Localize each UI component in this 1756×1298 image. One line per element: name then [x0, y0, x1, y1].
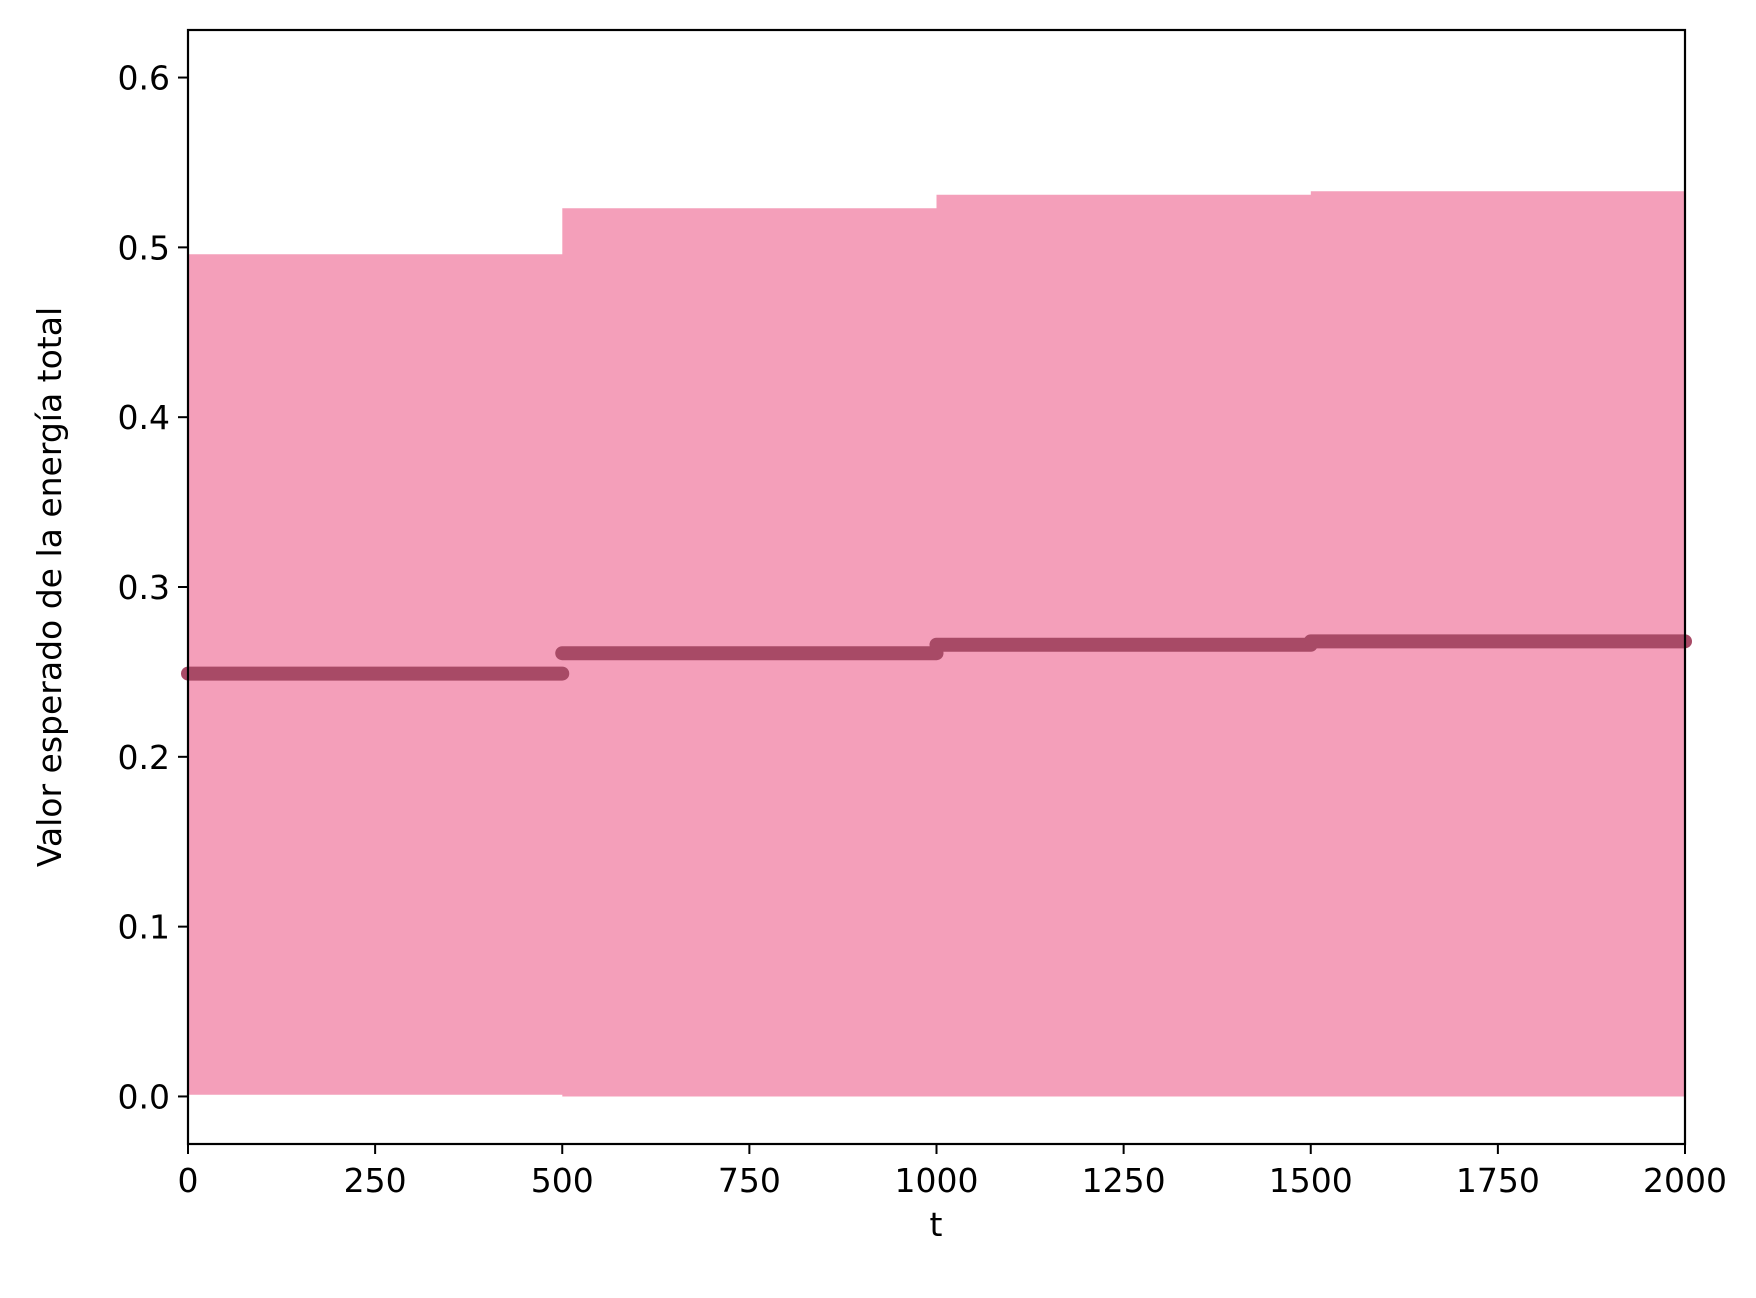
y-tick-label: 0.1: [118, 908, 170, 947]
x-tick-label: 1500: [1269, 1161, 1353, 1200]
x-axis-label: t: [930, 1205, 943, 1244]
x-axis: 0 250 500 750 1000 1250 1500 1750 2000: [178, 1144, 1727, 1200]
x-tick-label: 1000: [895, 1161, 979, 1200]
x-tick-label: 250: [344, 1161, 407, 1200]
y-tick-label: 0.3: [118, 568, 170, 607]
x-tick-label: 1750: [1456, 1161, 1540, 1200]
x-tick-label: 500: [531, 1161, 594, 1200]
x-tick-label: 1250: [1082, 1161, 1166, 1200]
y-axis: 0.0 0.1 0.2 0.3 0.4 0.5 0.6: [118, 59, 188, 1116]
y-tick-label: 0.0: [118, 1077, 170, 1116]
x-tick-label: 0: [178, 1161, 199, 1200]
x-tick-label: 2000: [1643, 1161, 1727, 1200]
mean-line-layer: [181, 634, 1692, 681]
y-tick-label: 0.5: [118, 228, 170, 267]
y-tick-label: 0.4: [118, 398, 170, 437]
y-axis-label: Valor esperado de la energía total: [30, 307, 69, 867]
y-tick-label: 0.6: [118, 59, 170, 98]
x-tick-label: 750: [718, 1161, 781, 1200]
y-tick-label: 0.2: [118, 738, 170, 777]
